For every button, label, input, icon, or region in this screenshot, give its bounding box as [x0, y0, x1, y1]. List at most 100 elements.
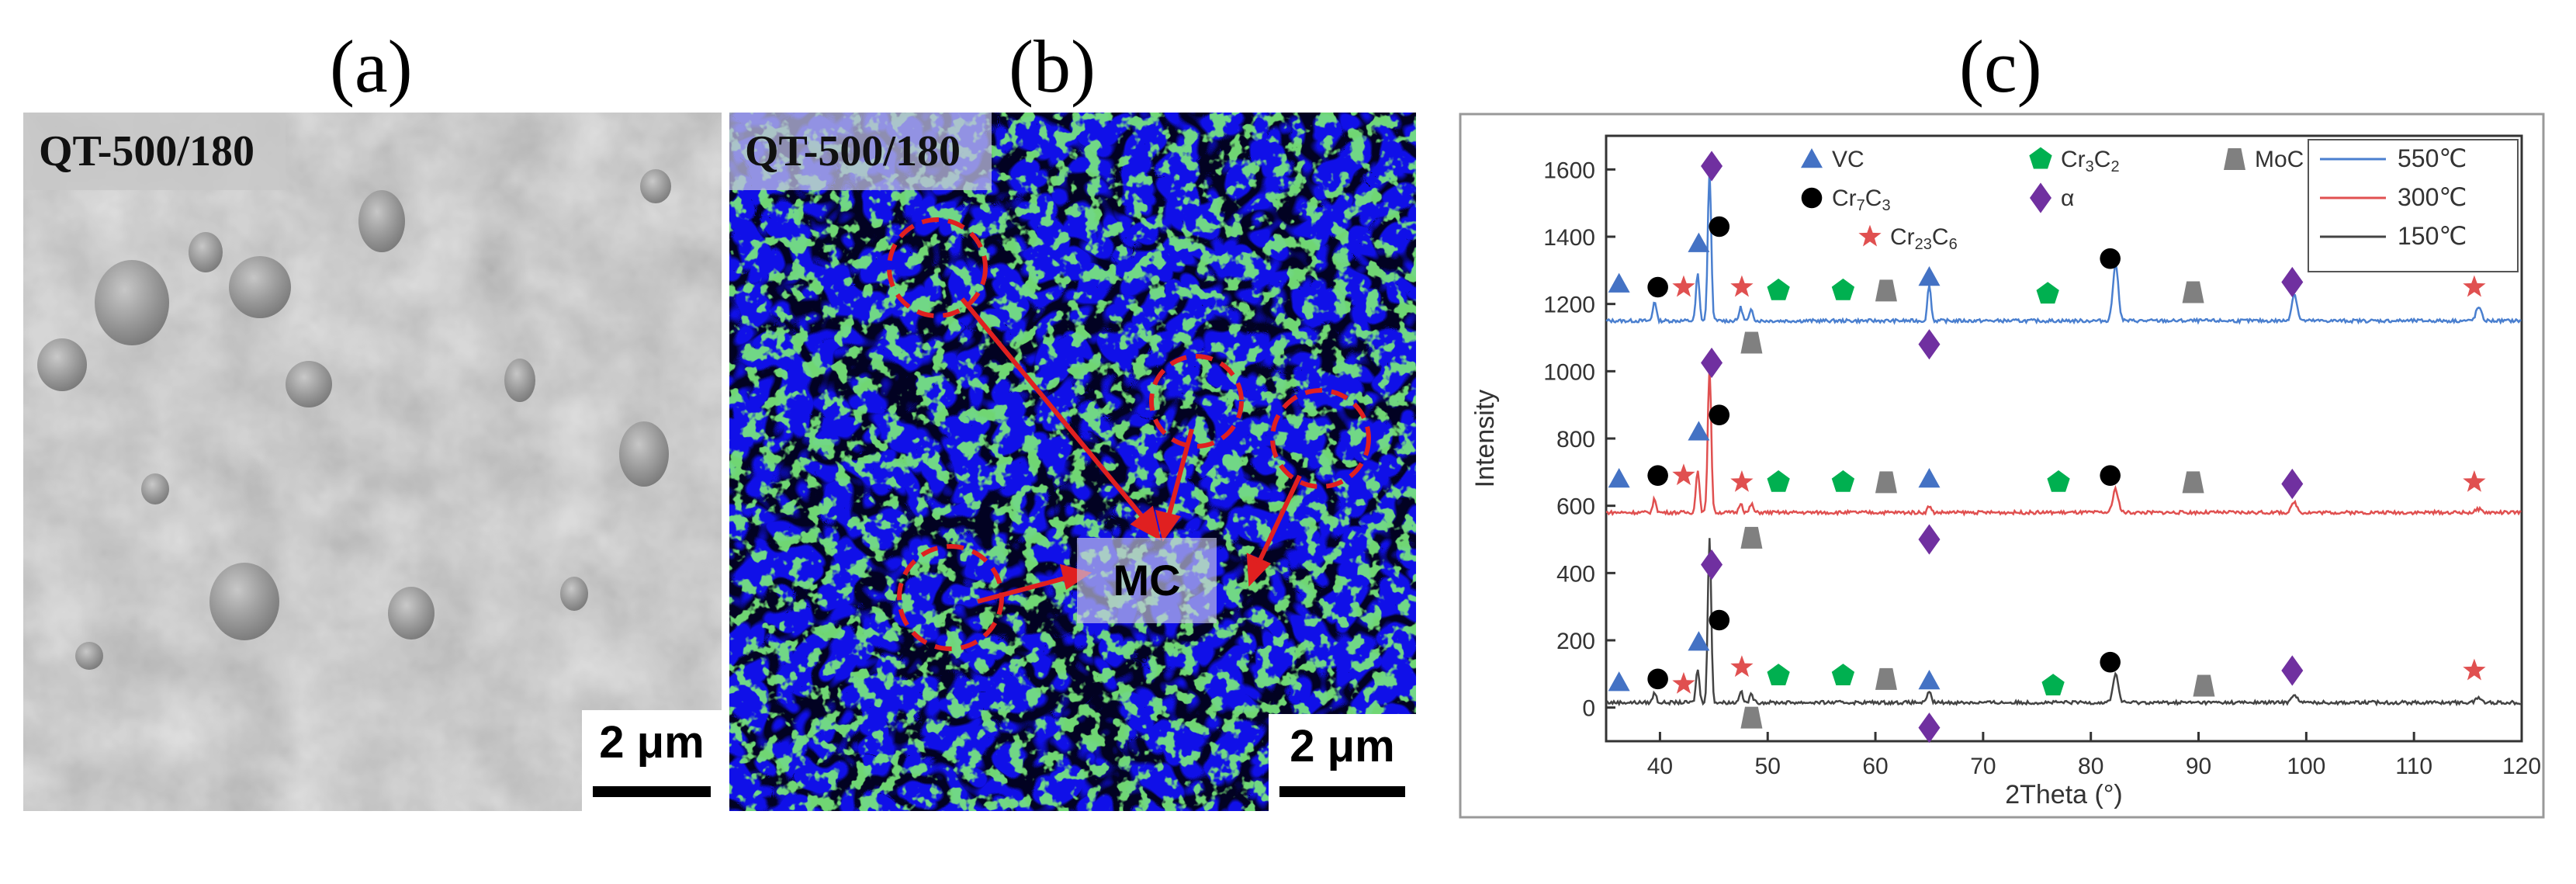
phase-marker: [1701, 347, 1723, 379]
scale-bar-text-b: 2 μm: [1290, 721, 1395, 771]
phase-marker: [1740, 526, 1763, 549]
phase-marker: [1831, 470, 1855, 492]
phase-marker: [1647, 276, 1668, 298]
series-line-2: [1605, 538, 2522, 707]
arrow-1: [960, 297, 1151, 525]
scale-bar-text-a: 2 μm: [599, 717, 705, 768]
sample-label-b: QT-500/180: [729, 113, 992, 190]
y-tick-label: 1200: [1543, 293, 1595, 318]
phase-marker: [1709, 404, 1730, 425]
legend-marker-5: [2224, 148, 2245, 170]
x-tick-label: 110: [2395, 754, 2432, 779]
arrowhead-2: [1155, 509, 1181, 543]
panel-label-a: (a): [330, 25, 413, 108]
legend-marker-1: [1801, 187, 1823, 209]
arrow-3: [1255, 474, 1302, 568]
y-axis-label: Intensity: [1470, 390, 1500, 488]
legend-label-1: Cr7C3: [1832, 185, 1891, 214]
phase-marker: [1875, 279, 1897, 302]
phase-marker: [2036, 282, 2059, 304]
y-tick-label: 1400: [1543, 225, 1595, 251]
legend-label-4: α: [2061, 185, 2074, 211]
sample-label-a: QT-500/180: [23, 113, 286, 190]
phase-marker: [2463, 275, 2486, 297]
phase-marker: [2182, 281, 2204, 303]
x-tick-label: 70: [1970, 754, 1996, 779]
arrow-2: [1165, 428, 1194, 521]
series-legend-box: [2308, 139, 2519, 272]
phase-marker: [1701, 549, 1723, 581]
x-tick-label: 40: [1647, 754, 1673, 779]
mc-circle-2: [1149, 354, 1244, 449]
phase-marker: [2281, 655, 2304, 686]
panel-label-b: (b): [1009, 25, 1096, 108]
phase-marker: [1672, 463, 1695, 486]
phase-marker: [1608, 671, 1630, 692]
y-tick-label: 800: [1556, 427, 1595, 452]
y-tick-label: 400: [1556, 561, 1595, 587]
legend-label-2: Cr23C6: [1890, 224, 1958, 253]
phase-marker: [1767, 664, 1790, 685]
x-tick-label: 80: [2078, 754, 2103, 779]
legend-marker-0: [1801, 148, 1823, 168]
phase-marker: [1730, 275, 1754, 297]
phase-marker: [1672, 275, 1695, 297]
phase-marker: [1831, 664, 1855, 685]
x-tick-label: 100: [2287, 754, 2325, 779]
phase-marker: [1709, 609, 1730, 631]
arrowhead-1: [1130, 505, 1162, 541]
phase-marker: [2281, 266, 2304, 298]
arrowhead-3: [1246, 553, 1272, 588]
mc-circle-1: [887, 217, 988, 318]
x-axis-label: 2Theta (°): [2005, 780, 2123, 809]
phase-marker: [1918, 524, 1941, 555]
phase-marker: [1767, 470, 1790, 492]
phase-marker: [1701, 151, 1723, 182]
x-tick-label: 50: [1755, 754, 1781, 779]
y-tick-label: 0: [1582, 696, 1595, 722]
phase-marker: [1918, 712, 1941, 744]
phase-marker: [1608, 468, 1630, 488]
phase-marker: [1918, 468, 1941, 488]
x-tick-label: 60: [1862, 754, 1888, 779]
phase-marker: [2182, 471, 2204, 494]
phase-marker: [1875, 471, 1897, 494]
y-tick-label: 1600: [1543, 158, 1595, 183]
series-legend-label-1: 300℃: [2398, 183, 2467, 211]
series-line-0: [1605, 168, 2522, 325]
phase-marker: [1918, 266, 1941, 286]
scale-bar-line-b: [1279, 786, 1405, 797]
phase-marker: [2463, 658, 2486, 681]
phase-marker: [2041, 674, 2065, 695]
mc-circle-4: [897, 544, 1004, 651]
series-legend-label-0: 550℃: [2398, 144, 2467, 172]
phase-marker: [2100, 248, 2121, 269]
y-tick-label: 1000: [1543, 359, 1595, 385]
phase-marker: [1647, 465, 1668, 486]
scale-bar-line-a: [593, 786, 711, 797]
phase-marker: [1918, 670, 1941, 690]
phase-marker: [1647, 668, 1668, 690]
scale-bar-b: 2 μm: [1269, 714, 1416, 811]
arrow-4: [977, 574, 1072, 604]
phase-marker: [1688, 421, 1710, 441]
legend-label-0: VC: [1832, 147, 1864, 172]
legend-label-3: Cr3C2: [2061, 147, 2120, 175]
series-legend-label-2: 150℃: [2398, 222, 2467, 250]
xrd-chart: 40 50 60 70 80 90 100 110 120 0 200 400 600 800 1000 1…: [1459, 113, 2545, 819]
y-tick-label: 600: [1556, 494, 1595, 520]
phase-marker: [1831, 278, 1855, 300]
phase-marker: [1730, 470, 1754, 492]
legend-label-5: MoC: [2255, 147, 2304, 172]
phase-marker: [2463, 470, 2486, 492]
phase-marker: [1918, 329, 1941, 360]
phase-marker: [1875, 667, 1897, 690]
legend-marker-2: [1858, 224, 1882, 247]
legend-marker-4: [2030, 182, 2051, 213]
phase-marker: [1740, 331, 1763, 354]
phase-marker: [2100, 651, 2121, 673]
phase-marker: [1672, 671, 1695, 694]
phase-map-texture: [729, 113, 1416, 811]
legend-marker-3: [2029, 147, 2052, 169]
mc-label: MC: [1077, 538, 1217, 623]
